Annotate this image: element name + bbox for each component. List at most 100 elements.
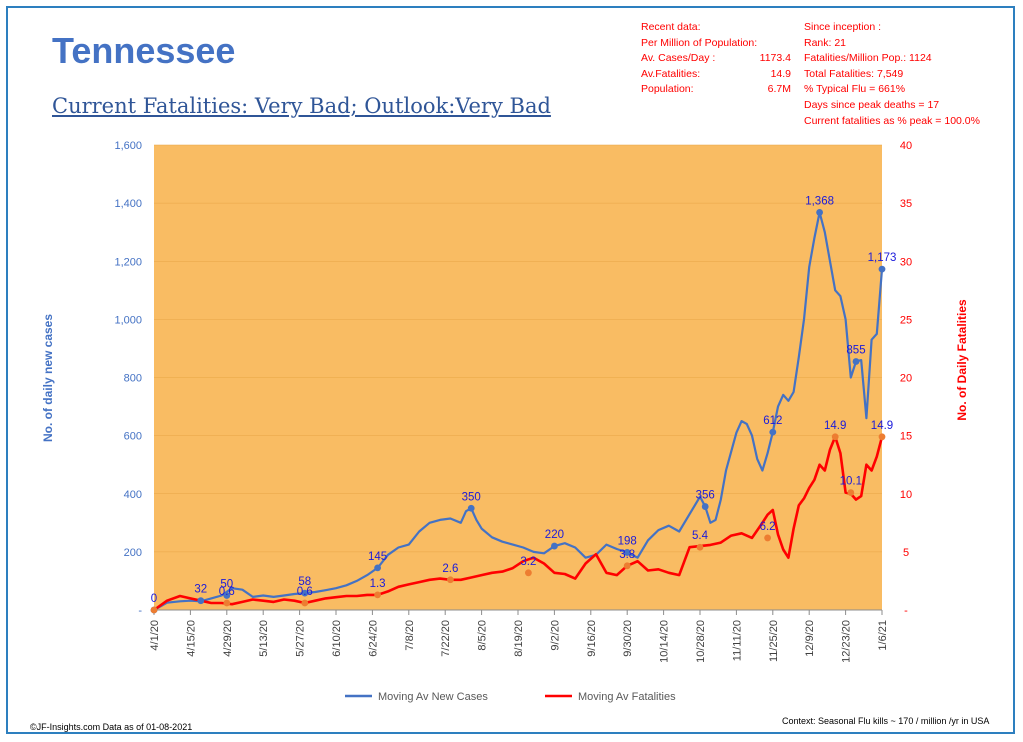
cases-data-label: 32	[194, 584, 207, 596]
y-tick-label: 200	[124, 547, 142, 559]
y2-tick-label: -	[904, 605, 908, 617]
y2-axis-label: No. of Daily Fatalities	[955, 299, 969, 421]
x-tick-label: 10/28/20	[695, 620, 707, 663]
x-tick-label: 7/8/20	[404, 620, 416, 651]
fatalities-line	[153, 435, 884, 612]
cases-marker	[374, 564, 381, 572]
cases-marker	[623, 549, 631, 556]
x-tick-label: 4/1/20	[149, 620, 161, 651]
since-inception-panel: Since inception : Rank: 21 Fatalities/Mi…	[804, 20, 1014, 129]
cases-data-label: 58	[298, 576, 311, 588]
cases-data-label: 145	[368, 551, 387, 563]
fatalities-data-label: 3.2	[520, 556, 536, 568]
fatalities-data-label: 0.6	[297, 586, 313, 598]
x-tick-label: 11/25/20	[768, 620, 780, 662]
cases-marker	[223, 592, 231, 599]
cases-data-label: 612	[763, 415, 782, 427]
cases-data-label: 1,173	[868, 252, 897, 264]
fatalities-marker	[831, 433, 839, 441]
fatalities-marker	[878, 433, 886, 441]
y2-tick-label: 10	[900, 489, 912, 501]
cases-data-label: 855	[846, 345, 865, 357]
fatalities-marker	[301, 599, 309, 607]
fatalities-marker	[623, 562, 631, 570]
x-axis: 4/1/20 4/15/20 4/29/20 5/13/20 5/27/20 6/10/2…	[149, 609, 889, 663]
y-tick-label: 800	[124, 373, 142, 385]
since-inception-heading: Since inception :	[804, 21, 882, 33]
y2-tick-label: 40	[900, 140, 912, 152]
y-tick-label: 1,600	[114, 140, 142, 152]
x-tick-label: 9/30/20	[622, 620, 634, 657]
cases-marker	[816, 209, 823, 216]
y2-tick-label: 15	[900, 431, 912, 443]
x-tick-label: 12/9/20	[804, 620, 816, 657]
y-tick-label: 400	[124, 489, 142, 501]
fatalities-data-label: 1.3	[370, 578, 386, 590]
x-tick-label: 5/27/20	[295, 620, 307, 657]
legend-label-fatalities: Moving Av Fatalities	[578, 691, 676, 703]
fatalities-marker	[696, 543, 704, 551]
recent-data-row: Av.Fatalities: 14.9	[641, 67, 791, 83]
fatalities-data-label: 5.4	[692, 530, 709, 542]
x-tick-label: 9/16/20	[586, 620, 598, 657]
recent-data-panel: Recent data: Per Million of Population: …	[641, 20, 791, 98]
x-tick-label: 8/5/20	[477, 620, 489, 651]
recent-data-row: Population: 6.7M	[641, 82, 791, 98]
x-tick-label: 5/13/20	[258, 620, 270, 657]
y-tick-label: 600	[124, 431, 142, 443]
cases-data-label: 220	[545, 529, 564, 541]
x-tick-label: 9/2/20	[549, 620, 561, 651]
x-tick-label: 4/15/20	[185, 620, 197, 657]
y-tick-label: 1,400	[114, 198, 142, 210]
fatalities-data-label: 3.8	[619, 549, 635, 561]
series-layer	[153, 211, 884, 612]
recent-data-label: Av. Cases/Day :	[641, 52, 716, 65]
x-tick-label: 7/22/20	[440, 620, 452, 657]
left-axis: - 200 400 600 800 1,000 1,200 1,400 1,600	[114, 140, 142, 617]
marker-layer: 0 32 50 58 145 350 220 198 356 612 1,368 855 1,173 0.…	[150, 195, 897, 614]
fatalities-data-label: 14.9	[824, 420, 846, 432]
fatalities-data-label: 14.9	[871, 420, 893, 432]
recent-data-heading: Recent data:	[641, 21, 701, 33]
since-inception-line: Current fatalities as % peak = 100.0%	[804, 114, 980, 127]
since-inception-line: Rank: 21	[804, 36, 847, 49]
since-inception-line: Days since peak deaths = 17	[804, 98, 940, 111]
cases-data-label: 1,368	[805, 195, 834, 207]
legend: Moving Av New Cases Moving Av Fatalities	[345, 691, 676, 703]
chart-frame	[6, 6, 1015, 734]
recent-data-value: 14.9	[770, 67, 791, 80]
x-tick-label: 6/24/20	[367, 620, 379, 657]
x-tick-label: 12/23/20	[841, 620, 853, 663]
cases-data-label: 350	[462, 491, 481, 503]
y2-tick-label: 35	[900, 198, 912, 210]
recent-data-label: Av.Fatalities:	[641, 67, 701, 80]
cases-data-label: 0	[151, 593, 157, 605]
fatalities-data-label: 10.1	[840, 476, 862, 488]
fatalities-marker	[447, 576, 454, 584]
gridlines	[154, 144, 882, 553]
x-tick-label: 6/10/20	[331, 620, 343, 657]
state-title: Tennessee	[52, 30, 236, 71]
context-note: Context: Seasonal Flu kills ~ 170 / mill…	[782, 716, 990, 726]
right-axis: - 5 10 15 20 25 30 35 40	[900, 140, 912, 617]
cases-data-label: 198	[618, 535, 637, 547]
fatalities-marker	[374, 591, 381, 599]
cases-marker	[701, 503, 709, 510]
cases-data-label: 50	[220, 578, 233, 590]
fatalities-marker	[847, 489, 855, 496]
cases-marker	[878, 265, 886, 273]
y2-tick-label: 20	[900, 373, 912, 385]
y-tick-label: 1,000	[114, 314, 142, 326]
x-tick-label: 11/11/20	[731, 620, 743, 661]
recent-data-row: Av. Cases/Day : 1173.4	[641, 51, 791, 67]
legend-label-cases: Moving Av New Cases	[378, 691, 488, 703]
fatalities-data-label: 6.2	[760, 521, 776, 533]
recent-data-value: 1173.4	[759, 52, 791, 65]
y-tick-label: -	[138, 605, 142, 617]
cases-marker	[852, 358, 860, 365]
fatalities-marker	[150, 606, 158, 614]
x-tick-label: 8/19/20	[513, 620, 525, 657]
status-line: Current Fatalities: Very Bad; Outlook:Ve…	[52, 94, 551, 118]
fatalities-data-label: 0.6	[219, 586, 235, 598]
